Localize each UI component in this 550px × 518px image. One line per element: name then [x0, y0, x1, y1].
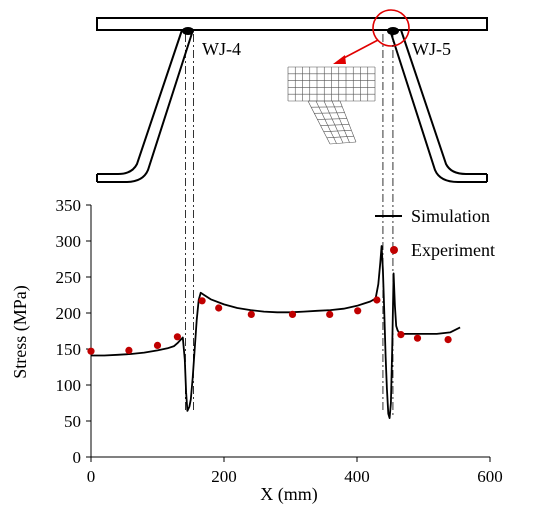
mesh-leg-line: [315, 100, 337, 144]
experiment-point: [373, 296, 381, 304]
weld-label-wj5: WJ-5: [412, 39, 451, 59]
right-web-outer: [400, 29, 487, 175]
experiment-point: [354, 307, 362, 315]
simulation-line: [91, 245, 461, 419]
mesh-leg-line: [339, 100, 357, 143]
experiment-point: [173, 333, 181, 341]
experiment-point: [87, 347, 95, 355]
experiment-point: [326, 310, 334, 318]
x-tick-label: 400: [344, 467, 370, 486]
x-tick-label: 200: [211, 467, 237, 486]
zoom-arrow-head: [333, 55, 346, 64]
experiment-point: [247, 310, 255, 318]
experiment-point: [198, 297, 206, 305]
y-tick-label: 100: [56, 376, 82, 395]
experiment-point: [288, 310, 297, 318]
weld-guide-lines: [185, 34, 394, 418]
mesh-leg-line: [323, 100, 344, 144]
mesh-detail-inset: [287, 66, 376, 145]
chart-axes: [90, 205, 490, 458]
y-tick-label: 50: [64, 412, 81, 431]
legend-experiment-label: Experiment: [411, 240, 495, 260]
mesh-leg-line: [331, 100, 350, 143]
mesh-leg-line: [307, 100, 331, 145]
experiment-point: [444, 336, 452, 344]
y-tick-label: 350: [56, 196, 82, 215]
legend-simulation-label: Simulation: [411, 206, 490, 226]
x-tick-label: 600: [477, 467, 503, 486]
y-tick-label: 300: [56, 232, 82, 251]
weld-label-wj4: WJ-4: [202, 39, 241, 59]
zoom-arrow-line: [339, 39, 379, 61]
experiment-point: [397, 331, 405, 339]
legend: Simulation Experiment: [375, 206, 495, 260]
hat-section-diagram: WJ-4 WJ-5: [96, 9, 488, 183]
y-tick-label: 200: [56, 304, 82, 323]
experiment-point: [125, 346, 133, 354]
y-tick-label: 250: [56, 268, 82, 287]
x-tick-label: 0: [87, 467, 96, 486]
right-web-inner: [389, 29, 487, 183]
weld-zoom-circle: [372, 9, 410, 47]
series-layer: [87, 245, 461, 419]
weld-wj5-marker: [387, 27, 399, 35]
y-axis-title: Stress (MPa): [10, 285, 31, 379]
legend-experiment-swatch: [390, 246, 398, 254]
y-tick-label: 0: [73, 448, 82, 467]
y-axis-ticks: 0 50 100 150 200 250 300 350: [56, 196, 91, 467]
x-axis-title: X (mm): [260, 484, 318, 505]
left-web-outer: [97, 29, 183, 175]
weld-wj4-marker: [182, 27, 194, 35]
top-flange: [96, 17, 488, 31]
experiment-point: [153, 341, 162, 349]
left-web-inner: [97, 29, 194, 183]
x-axis-ticks: 0 200 400 600: [87, 457, 503, 486]
y-tick-label: 150: [56, 340, 82, 359]
experiment-point: [413, 334, 422, 342]
experiment-point: [215, 304, 223, 312]
